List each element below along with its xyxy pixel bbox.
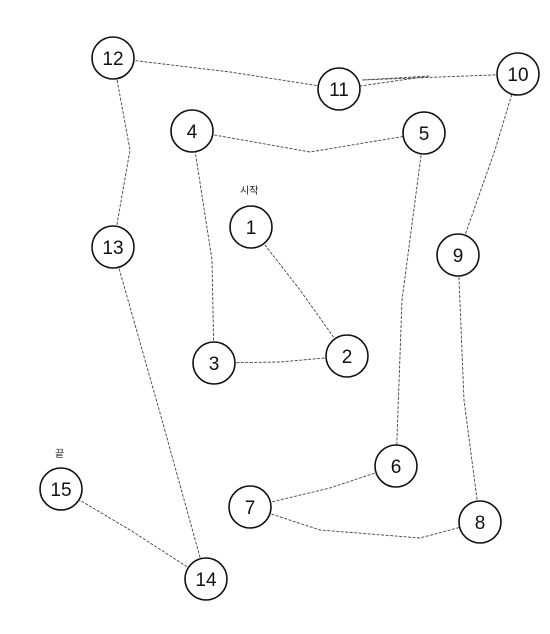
edge-8-to-9	[457, 254, 481, 523]
node-1: 1	[229, 205, 273, 249]
node-circle	[184, 557, 228, 601]
node-circle	[170, 109, 214, 153]
node-circle	[374, 444, 418, 488]
node-circle	[228, 485, 272, 529]
node-13: 13	[91, 225, 135, 269]
node-number: 11	[329, 80, 349, 101]
node-number: 13	[102, 238, 123, 259]
connecting-path	[60, 57, 519, 580]
edge-7-to-8	[249, 506, 481, 539]
node-5: 5	[402, 111, 446, 155]
start-label: 시작	[240, 185, 258, 197]
node-number: 15	[50, 480, 71, 501]
edge-4-to-5	[191, 130, 425, 153]
end-label: 끝	[55, 448, 64, 460]
node-14: 14	[184, 557, 228, 601]
node-7: 7	[228, 485, 272, 529]
edge-3-to-4	[191, 130, 215, 364]
edge-11-to-12	[112, 57, 340, 90]
edge-14-to-15	[60, 488, 207, 580]
node-11: 11	[317, 67, 361, 111]
node-circle	[436, 233, 480, 277]
node-circle	[229, 205, 273, 249]
node-3: 3	[192, 341, 236, 385]
node-number: 3	[209, 354, 220, 375]
node-8: 8	[458, 500, 502, 544]
node-number: 12	[102, 49, 123, 70]
node-number: 7	[245, 498, 256, 519]
node-circle	[402, 111, 446, 155]
edge-5-to-6	[395, 132, 425, 467]
node-6: 6	[374, 444, 418, 488]
node-circle	[496, 52, 540, 96]
node-number: 5	[419, 124, 430, 145]
node-12: 12	[91, 36, 135, 80]
node-10: 10	[496, 52, 540, 96]
node-4: 4	[170, 109, 214, 153]
node-number: 1	[246, 218, 257, 239]
node-number: 8	[475, 513, 486, 534]
edge-9-to-10	[457, 73, 519, 256]
node-circle	[192, 341, 236, 385]
node-circle	[317, 67, 361, 111]
node-9: 9	[436, 233, 480, 277]
node-number: 4	[187, 122, 198, 143]
node-circle	[39, 467, 83, 511]
edge-13-to-14	[112, 246, 207, 580]
edge-1-to-2	[250, 226, 348, 357]
edge-6-to-7	[249, 465, 397, 508]
node-number: 6	[391, 457, 402, 478]
node-circle	[325, 334, 369, 378]
node-number: 9	[453, 246, 464, 267]
node-2: 2	[325, 334, 369, 378]
node-circle	[458, 500, 502, 544]
node-number: 10	[507, 65, 528, 86]
node-number: 14	[195, 570, 217, 591]
node-circle	[91, 225, 135, 269]
edge-10-to-11	[338, 73, 519, 90]
edge-12-to-13	[112, 57, 131, 248]
node-number: 2	[342, 347, 353, 368]
node-15: 15	[39, 467, 83, 511]
node-circle	[91, 36, 135, 80]
